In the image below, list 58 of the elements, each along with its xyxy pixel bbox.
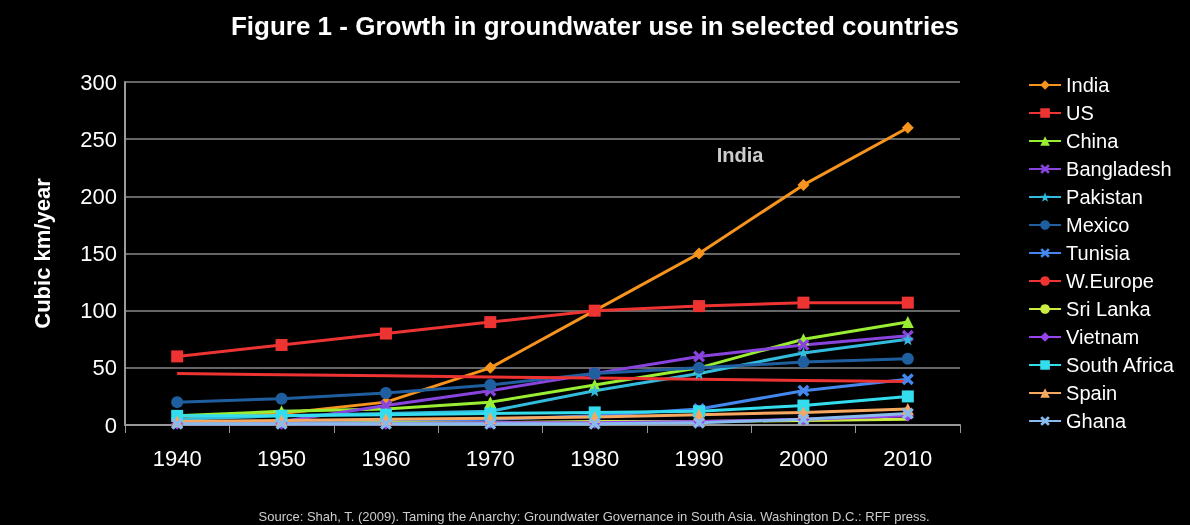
x-tick-label: 1940 xyxy=(152,445,202,471)
x-tick-label: 1990 xyxy=(674,445,724,471)
x-tick-label: 2010 xyxy=(883,445,933,471)
y-tick-label: 300 xyxy=(80,69,117,95)
y-tick-label: 100 xyxy=(80,298,117,324)
legend-label: US xyxy=(1066,102,1094,124)
point xyxy=(797,178,810,191)
point xyxy=(275,392,288,405)
point xyxy=(275,338,288,351)
legend-label: Mexico xyxy=(1066,214,1130,236)
point xyxy=(484,378,497,391)
point xyxy=(171,396,184,409)
point xyxy=(484,316,497,329)
point xyxy=(901,121,914,134)
point xyxy=(797,356,810,369)
legend-label: Tunisia xyxy=(1066,242,1131,264)
y-tick-label: 50 xyxy=(92,355,117,381)
point xyxy=(484,361,497,374)
point xyxy=(484,396,497,409)
point xyxy=(901,352,914,365)
point xyxy=(171,350,184,363)
point xyxy=(693,300,706,313)
x-tick-label: 2000 xyxy=(778,445,828,471)
point xyxy=(797,296,810,309)
legend-label: Vietnam xyxy=(1066,326,1140,348)
point xyxy=(379,386,392,399)
legend-label: Ghana xyxy=(1066,410,1127,432)
y-tick-label: 250 xyxy=(80,126,117,152)
y-tick-label: 150 xyxy=(80,241,117,266)
point xyxy=(797,338,810,351)
legend-label: Sri Lanka xyxy=(1066,298,1152,320)
chart-title: Figure 1 - Growth in groundwater use in selected countries xyxy=(230,11,960,41)
point xyxy=(693,350,706,363)
point xyxy=(901,296,914,309)
point xyxy=(901,316,914,329)
legend-label: W.Europe xyxy=(1066,270,1154,292)
point xyxy=(379,327,392,340)
legend-label: Pakistan xyxy=(1066,186,1143,208)
legend-label: Spain xyxy=(1066,382,1118,404)
point xyxy=(797,384,810,397)
legend-label: China xyxy=(1066,130,1120,152)
source-note: Source: Shah, T. (2009). Taming the Anarchy: Groundwater Governance in South Asia. Washington D.C.: RFF press. xyxy=(258,509,930,524)
legend-label: South Africa xyxy=(1066,354,1175,376)
y-tick-label: 200 xyxy=(80,183,117,209)
point xyxy=(901,333,914,346)
x-tick-label: 1980 xyxy=(570,445,620,471)
point xyxy=(901,390,914,403)
x-tick-label: 1960 xyxy=(361,445,411,471)
point xyxy=(588,384,601,397)
legend-label: India xyxy=(1066,74,1111,96)
y-axis-title: Cubic km/year xyxy=(29,177,55,329)
y-tick-label: 0 xyxy=(104,412,117,438)
x-tick-label: 1950 xyxy=(257,445,307,471)
legend-label: Bangladesh xyxy=(1066,158,1172,180)
point xyxy=(901,373,914,386)
annotation: India xyxy=(716,143,765,166)
x-tick-label: 1970 xyxy=(465,445,515,471)
point xyxy=(693,247,706,260)
